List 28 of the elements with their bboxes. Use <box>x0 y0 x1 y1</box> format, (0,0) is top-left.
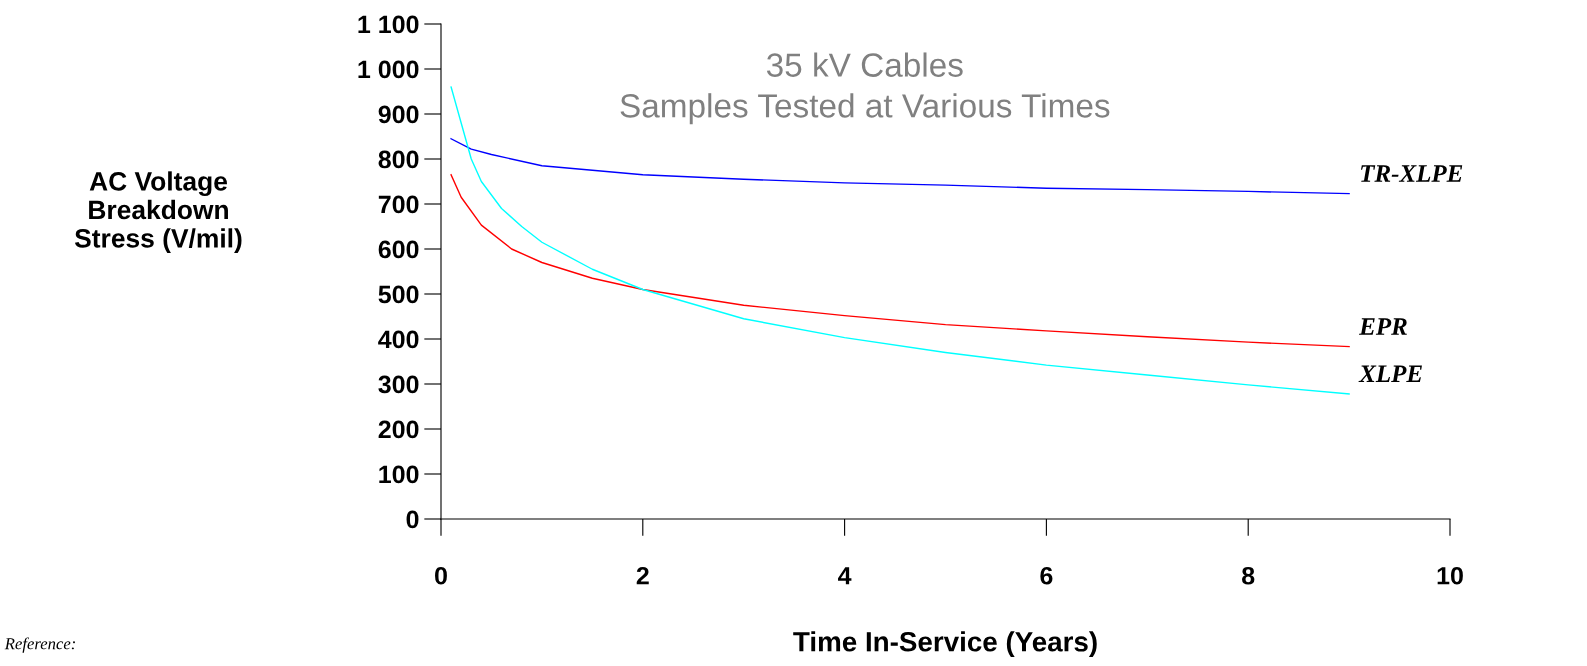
text: 35 kV Cables Samples Tested at Various Times <box>620 52 1110 125</box>
x-tick-label: 2 <box>636 566 649 585</box>
x-tick-label: 6 <box>1040 566 1053 585</box>
y-tick-label: 1 100 <box>358 15 419 34</box>
text: Reference: <box>4 637 75 653</box>
series-label: XLPE <box>1358 365 1422 382</box>
line-series <box>450 86 1350 395</box>
x-axis-title: Time In-Service (Years) <box>793 631 1097 658</box>
y-tick-label: 700 <box>378 195 419 214</box>
y-tick-label: 800 <box>378 150 419 169</box>
y-tick-label: 200 <box>378 420 419 439</box>
y-tick-label: 300 <box>378 375 419 394</box>
y-tick-label: 100 <box>379 465 419 484</box>
y-axis-title: AC Voltage Breakdown Stress (V/mil) <box>74 171 242 253</box>
y-tick-label: 1 000 <box>358 60 419 79</box>
y-tick-label: 400 <box>378 330 419 349</box>
y-tick-label: 500 <box>378 285 419 304</box>
x-tick-label: 10 <box>1437 566 1463 585</box>
series-label: TR-XLPE <box>1361 165 1463 182</box>
y-tick-label: 0 <box>406 510 419 529</box>
line-series <box>450 174 1350 348</box>
y-tick-label: 900 <box>378 105 419 124</box>
x-tick-label: 4 <box>838 567 852 585</box>
series-label: EPR <box>1359 318 1407 335</box>
line-series <box>450 138 1350 195</box>
x-tick-label: 0 <box>435 566 447 585</box>
y-tick-label: 600 <box>378 240 419 259</box>
x-tick-label: 8 <box>1242 566 1255 585</box>
